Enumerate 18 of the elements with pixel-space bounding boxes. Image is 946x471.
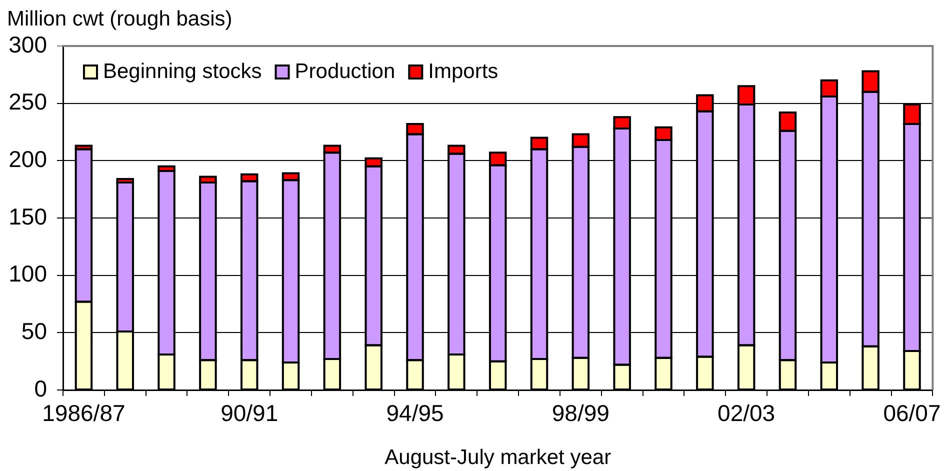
y-tick-label: 50: [21, 318, 47, 344]
legend-label: Production: [294, 60, 396, 83]
x-tick-label: 1986/87: [42, 400, 126, 426]
y-tick-label: 200: [8, 146, 47, 172]
y-tick-label: 150: [8, 203, 47, 230]
y-tick-label: 0: [34, 375, 47, 402]
y-axis-title: Million cwt (rough basis): [7, 7, 232, 30]
x-tick-label: 02/03: [718, 400, 776, 426]
x-tick-label: 90/91: [220, 400, 278, 426]
x-tick-label: 94/95: [386, 400, 444, 426]
y-tick-label: 300: [8, 31, 47, 58]
legend-label: Beginning stocks: [103, 60, 262, 83]
y-tick-label: 100: [8, 260, 47, 287]
x-tick-label: 98/99: [552, 400, 610, 426]
x-tick-label: 06/07: [883, 400, 941, 426]
legend-label: Imports: [428, 60, 498, 83]
x-axis-title: August-July market year: [384, 446, 612, 470]
y-tick-label: 250: [8, 88, 47, 115]
